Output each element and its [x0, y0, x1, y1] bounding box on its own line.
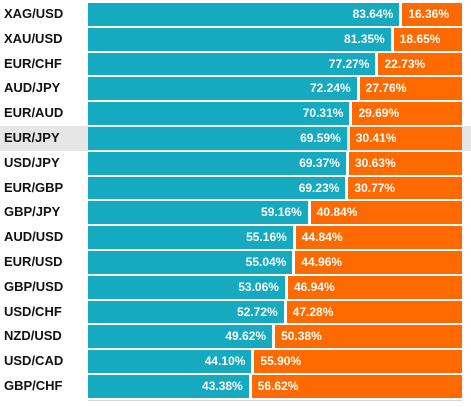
pair-label: EUR/JPY [4, 130, 60, 145]
long-percentage-bar: 83.64% [88, 3, 400, 26]
pair-label: USD/CAD [4, 353, 64, 369]
long-percentage-bar: 55.04% [88, 251, 293, 274]
bar-row: XAG/USD 83.64% 16.36% [0, 2, 471, 27]
long-percentage-bar: 53.06% [88, 275, 285, 299]
short-percentage-bar: 30.77% [348, 176, 462, 200]
short-percentage-bar: 27.76% [359, 77, 462, 101]
short-percentage-bar: 30.63% [348, 151, 462, 175]
bar-row: USD/CHF 52.72% 47.28% [0, 300, 471, 325]
short-percentage-bar: 22.73% [378, 52, 462, 76]
chart-baseline [88, 399, 462, 401]
short-percentage-bar: 18.65% [393, 27, 462, 51]
short-percentage-bar: 16.36% [402, 3, 462, 26]
short-percentage-bar: 29.69% [352, 102, 462, 125]
bar-row: AUD/JPY 72.24% 27.76% [0, 76, 471, 101]
bar-row: GBP/JPY 59.16% 40.84% [0, 200, 471, 225]
pair-label: GBP/JPY [4, 204, 61, 220]
pair-label: NZD/USD [4, 328, 62, 344]
short-percentage-bar: 47.28% [286, 300, 462, 324]
long-percentage-bar: 81.35% [88, 27, 391, 51]
short-percentage-bar: 46.94% [287, 275, 462, 299]
long-percentage-bar: 43.38% [88, 375, 249, 398]
short-percentage-bar: 30.41% [349, 127, 462, 150]
pair-label: GBP/USD [4, 278, 64, 294]
pair-label: EUR/CHF [4, 55, 62, 71]
bar-row: EUR/AUD 70.31% 29.69% [0, 101, 471, 126]
short-percentage-bar: 44.96% [295, 251, 462, 274]
short-percentage-bar: 50.38% [275, 325, 462, 349]
long-percentage-bar: 52.72% [88, 300, 284, 324]
pair-label: USD/JPY [4, 154, 60, 170]
long-percentage-bar: 77.27% [88, 52, 376, 76]
bar-row: GBP/CHF 43.38% 56.62% [0, 374, 471, 399]
long-percentage-bar: 69.37% [88, 151, 346, 175]
pair-label: EUR/GBP [4, 179, 64, 195]
pair-label: GBP/CHF [4, 378, 63, 393]
pair-label: USD/CHF [4, 303, 62, 319]
bar-row: EUR/CHF 77.27% 22.73% [0, 52, 471, 77]
long-percentage-bar: 69.23% [88, 176, 346, 200]
long-percentage-bar: 72.24% [88, 77, 357, 101]
bar-row: USD/JPY 69.37% 30.63% [0, 151, 471, 176]
short-percentage-bar: 44.84% [295, 226, 462, 249]
long-percentage-bar: 44.10% [88, 350, 252, 373]
long-percentage-bar: 49.62% [88, 325, 273, 349]
short-percentage-bar: 56.62% [251, 375, 462, 398]
long-percentage-bar: 59.16% [88, 201, 308, 225]
pair-label: AUD/USD [4, 229, 64, 245]
bar-row: EUR/USD 55.04% 44.96% [0, 250, 471, 275]
bar-row: USD/CAD 44.10% 55.90% [0, 349, 471, 374]
bar-row: GBP/USD 53.06% 46.94% [0, 275, 471, 300]
long-percentage-bar: 69.59% [88, 127, 347, 150]
short-percentage-bar: 40.84% [310, 201, 462, 225]
bar-row: AUD/USD 55.16% 44.84% [0, 225, 471, 250]
pair-label: EUR/USD [4, 254, 63, 269]
long-percentage-bar: 55.16% [88, 226, 293, 249]
bar-row: NZD/USD 49.62% 50.38% [0, 324, 471, 349]
long-percentage-bar: 70.31% [88, 102, 350, 125]
pair-label: EUR/AUD [4, 105, 64, 121]
bar-row: XAU/USD 81.35% 18.65% [0, 27, 471, 52]
pair-label: XAG/USD [4, 6, 64, 21]
short-percentage-bar: 55.90% [254, 350, 462, 373]
pair-label: XAU/USD [4, 30, 63, 46]
bar-row: EUR/GBP 69.23% 30.77% [0, 176, 471, 201]
bar-row: EUR/JPY 69.59% 30.41% [0, 126, 471, 151]
pair-label: AUD/JPY [4, 80, 61, 96]
